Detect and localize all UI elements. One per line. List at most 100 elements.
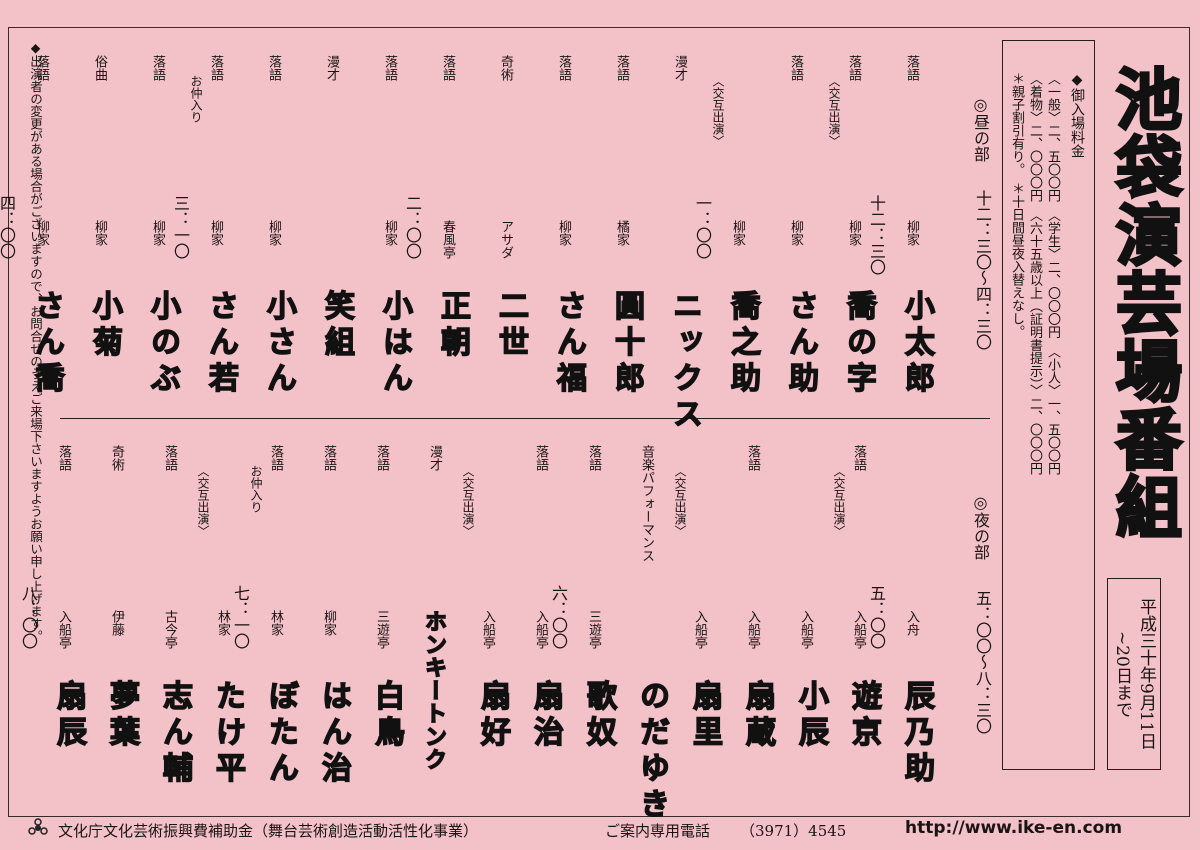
program-genre: 俗曲 (92, 55, 107, 81)
program-time: 一：〇〇 (693, 195, 712, 259)
performer-name: さん助 (782, 289, 819, 399)
performer-house: 古今亭 (162, 610, 177, 649)
performer-house: 柳家 (266, 220, 281, 246)
performer-house: 入船亭 (798, 610, 813, 649)
program-genre: 落語 (321, 445, 336, 471)
program-note: 〈交互出演〉 (461, 465, 475, 537)
night-hours: 五：〇〇～八：三〇 (973, 590, 992, 734)
phone-label: ご案内専用電話 (605, 822, 711, 840)
day-section-label: ◎昼の部 (971, 95, 990, 162)
price-box (1002, 40, 1095, 770)
program-genre: 漫才 (427, 445, 442, 471)
performer-house: 春風亭 (440, 220, 455, 259)
performer-house: 三遊亭 (586, 610, 601, 649)
program-time: 六：〇〇 (549, 585, 568, 649)
program-genre: 落語 (533, 445, 548, 471)
website-link[interactable]: http://www.ike-en.com (905, 818, 1123, 838)
performer-house: アサダ (498, 220, 513, 259)
program-note: 〈交互出演〉 (832, 465, 846, 537)
performer-house: 入舟 (904, 610, 919, 636)
performer-name: のだゆき (633, 679, 670, 825)
program-genre: 落語 (266, 55, 281, 81)
performer-name: 喬の字 (840, 289, 877, 399)
program-genre: 音楽パフォーマンス (639, 445, 654, 562)
performer-house: 三遊亭 (374, 610, 389, 649)
program-genre: 落語 (851, 445, 866, 471)
price-line: ＊親子割引有り。 (1009, 72, 1024, 176)
program-note: 〈交互出演〉 (196, 465, 210, 537)
program-genre: 落語 (268, 445, 283, 471)
performer-house: 柳家 (730, 220, 745, 246)
program-time: 七：一〇 (231, 585, 250, 649)
night-section-label: ◎夜の部 (971, 493, 990, 560)
phone-number: （3971）4545 (740, 822, 847, 840)
program-genre: 落語 (150, 55, 165, 81)
performer-name: 正朝 (434, 289, 471, 363)
performer-name: 扇治 (527, 679, 564, 753)
price-line: ＊十日間昼夜入替えなし。 (1009, 182, 1024, 338)
performer-name: さん若 (202, 289, 239, 399)
performer-house: 入船亭 (480, 610, 495, 649)
price-heading: ◆御入場料金 (1069, 72, 1085, 158)
performer-house: 入船亭 (56, 610, 71, 649)
program-time: 十二：三〇 (867, 195, 886, 275)
agency-emblem-icon (28, 818, 48, 838)
program-genre: 落語 (788, 55, 803, 81)
program-time: 五：〇〇 (867, 585, 886, 649)
performer-house: 橘家 (614, 220, 629, 246)
performer-house: 柳家 (382, 220, 397, 246)
performer-house: 入船亭 (692, 610, 707, 649)
performer-house: 柳家 (208, 220, 223, 246)
performer-house: 入船亭 (533, 610, 548, 649)
program-genre: 落語 (556, 55, 571, 81)
program-note: 〈交互出演〉 (711, 75, 725, 147)
performer-name: ニックス (666, 289, 703, 435)
performer-name: 白鳥 (368, 679, 405, 753)
performer-name: 笑組 (318, 289, 355, 363)
performer-name: ぼたん (262, 679, 299, 789)
program-note: 〈交互出演〉 (673, 465, 687, 537)
performer-name: 扇辰 (50, 679, 87, 753)
performer-house: 柳家 (904, 220, 919, 246)
performer-house: 林家 (215, 610, 230, 636)
program-genre: 落語 (745, 445, 760, 471)
subsidy-text: 文化庁文化芸術振興費補助金（舞台芸術創造活動活性化事業） (58, 822, 479, 840)
program-time: 二：〇〇 (403, 195, 422, 259)
performer-name: さん福 (550, 289, 587, 399)
performer-name: 小はん (376, 289, 413, 399)
performer-house: 柳家 (34, 220, 49, 246)
program-genre: 奇術 (109, 445, 124, 471)
performer-name: 志ん輔 (156, 679, 193, 789)
performer-name: 小菊 (86, 289, 123, 363)
performer-house: 柳家 (92, 220, 107, 246)
program-note: お仲入り (189, 75, 203, 123)
day-hours: 十二：三〇～四：三〇 (973, 190, 992, 350)
performer-house: 伊藤 (109, 610, 124, 636)
program-genre: 落語 (162, 445, 177, 471)
program-genre: 落語 (34, 55, 49, 81)
performer-name: はん治 (315, 679, 352, 789)
performer-name: ホンキートンク (420, 609, 447, 772)
program-note: お仲入り (249, 465, 263, 513)
program-genre: 漫才 (672, 55, 687, 81)
date-range: 平成三十年9月11日~20日まで (1107, 578, 1161, 770)
performer-house: 柳家 (846, 220, 861, 246)
program-genre: 落語 (614, 55, 629, 81)
program-frame (8, 27, 1190, 817)
program-genre: 漫才 (324, 55, 339, 81)
performer-name: 夢葉 (103, 679, 140, 753)
program-genre: 落語 (586, 445, 601, 471)
performer-house: 柳家 (150, 220, 165, 246)
performer-name: 扇蔵 (739, 679, 776, 753)
performer-name: 扇里 (686, 679, 723, 753)
program-genre: 奇術 (498, 55, 513, 81)
program-genre: 落語 (846, 55, 861, 81)
price-line: 〈着物〉二、〇〇〇円 〈六十五歳以上（証明書提示）〉二、〇〇〇円 (1027, 72, 1042, 475)
performer-name: 喬之助 (724, 289, 761, 399)
performer-name: たけ平 (209, 679, 246, 789)
program-genre: 落語 (440, 55, 455, 81)
program-genre: 落語 (56, 445, 71, 471)
program-genre: 落語 (374, 445, 389, 471)
program-genre: 落語 (904, 55, 919, 81)
performer-house: 柳家 (556, 220, 571, 246)
